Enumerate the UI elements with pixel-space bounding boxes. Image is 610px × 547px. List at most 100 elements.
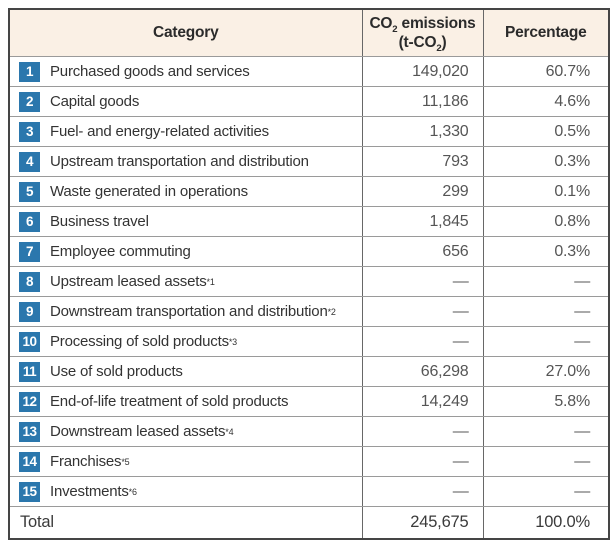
- percentage-value: 60.7%: [482, 56, 610, 87]
- emissions-value: —: [361, 266, 484, 297]
- category-number-badge: 13: [19, 421, 40, 442]
- emissions-header-line2: (t-CO2): [398, 34, 447, 55]
- category-cell: 8 Upstream leased assets *1: [8, 266, 363, 297]
- table-row: 7 Employee commuting 656 0.3%: [8, 236, 610, 267]
- percentage-value: 0.8%: [482, 206, 610, 237]
- category-cell: 12 End-of-life treatment of sold products: [8, 386, 363, 417]
- emissions-value: 1,845: [361, 206, 484, 237]
- category-number-badge: 4: [19, 151, 40, 172]
- percentage-value: 0.5%: [482, 116, 610, 147]
- table-footer: Total 245,675 100.0%: [8, 506, 610, 540]
- table-header: Category CO2 emissions (t-CO2) Percentag…: [8, 8, 610, 57]
- category-label: End-of-life treatment of sold products: [50, 393, 289, 410]
- category-number-badge: 12: [19, 391, 40, 412]
- percentage-value: —: [482, 326, 610, 357]
- category-cell-inner: 5 Waste generated in operations: [10, 181, 362, 202]
- category-cell-inner: 9 Downstream transportation and distribut…: [10, 301, 362, 322]
- category-cell-inner: 14 Franchises *5: [10, 451, 362, 472]
- emissions-value: 11,186: [361, 86, 484, 117]
- emissions-value: 14,249: [361, 386, 484, 417]
- percentage-value: —: [482, 266, 610, 297]
- category-cell: 1 Purchased goods and services: [8, 56, 363, 87]
- emissions-table: Category CO2 emissions (t-CO2) Percentag…: [8, 8, 610, 540]
- category-label: Waste generated in operations: [50, 183, 248, 200]
- category-number-badge: 11: [19, 361, 40, 382]
- category-label: Upstream leased assets: [50, 273, 207, 290]
- category-number-badge: 3: [19, 121, 40, 142]
- category-label: Employee commuting: [50, 243, 191, 260]
- category-cell: 5 Waste generated in operations: [8, 176, 363, 207]
- category-label: Investments: [50, 483, 129, 500]
- table-row: 8 Upstream leased assets *1— —: [8, 266, 610, 297]
- percentage-value: 27.0%: [482, 356, 610, 387]
- category-cell: 3 Fuel- and energy-related activities: [8, 116, 363, 147]
- category-cell-inner: 13 Downstream leased assets *4: [10, 421, 362, 442]
- table-row: 12 End-of-life treatment of sold products…: [8, 386, 610, 417]
- category-cell: 13 Downstream leased assets *4: [8, 416, 363, 447]
- category-cell-inner: 2 Capital goods: [10, 91, 362, 112]
- category-cell-inner: 7 Employee commuting: [10, 241, 362, 262]
- category-label: Fuel- and energy-related activities: [50, 123, 269, 140]
- category-number-badge: 9: [19, 301, 40, 322]
- category-label: Capital goods: [50, 93, 140, 110]
- emissions-header-line1: CO2 emissions: [369, 14, 476, 35]
- percentage-value: —: [482, 416, 610, 447]
- emissions-value: —: [361, 476, 484, 507]
- emissions-value: —: [361, 416, 484, 447]
- category-number-badge: 14: [19, 451, 40, 472]
- table-row: 14 Franchises *5— —: [8, 446, 610, 477]
- table-row: 11 Use of sold products 66,298 27.0%: [8, 356, 610, 387]
- col-header-category: Category: [8, 8, 363, 57]
- percentage-value: 5.8%: [482, 386, 610, 417]
- category-cell: 4 Upstream transportation and distributio…: [8, 146, 363, 177]
- category-cell: 14 Franchises *5: [8, 446, 363, 477]
- col-header-emissions: CO2 emissions (t-CO2): [361, 8, 484, 57]
- category-cell-inner: 1 Purchased goods and services: [10, 61, 362, 82]
- emissions-value: —: [361, 296, 484, 327]
- table-row: 10 Processing of sold products *3— —: [8, 326, 610, 357]
- total-label: Total: [8, 506, 363, 540]
- emissions-value: 149,020: [361, 56, 484, 87]
- category-cell: 11 Use of sold products: [8, 356, 363, 387]
- category-label: Upstream transportation and distribution: [50, 153, 309, 170]
- category-label: Processing of sold products: [50, 333, 229, 350]
- category-cell: 10 Processing of sold products *3: [8, 326, 363, 357]
- category-cell-inner: 4 Upstream transportation and distributio…: [10, 151, 362, 172]
- percentage-value: 4.6%: [482, 86, 610, 117]
- category-cell-inner: 8 Upstream leased assets *1: [10, 271, 362, 292]
- category-number-badge: 8: [19, 271, 40, 292]
- header-row: Category CO2 emissions (t-CO2) Percentag…: [8, 8, 610, 57]
- total-percentage-value: 100.0%: [482, 506, 610, 540]
- table-body: 1 Purchased goods and services 149,020 60.7…: [8, 56, 610, 507]
- table-row: 15 Investments *6— —: [8, 476, 610, 507]
- category-label: Purchased goods and services: [50, 63, 250, 80]
- category-label: Use of sold products: [50, 363, 183, 380]
- category-number-badge: 7: [19, 241, 40, 262]
- table-row: 2 Capital goods 11,186 4.6%: [8, 86, 610, 117]
- category-number-badge: 6: [19, 211, 40, 232]
- category-label: Downstream transportation and distributi…: [50, 303, 328, 320]
- category-label: Franchises: [50, 453, 122, 470]
- percentage-value: —: [482, 296, 610, 327]
- col-header-percentage: Percentage: [482, 8, 610, 57]
- table-row: 4 Upstream transportation and distributio…: [8, 146, 610, 177]
- category-cell-inner: 6 Business travel: [10, 211, 362, 232]
- category-number-badge: 1: [19, 61, 40, 82]
- table-row: 1 Purchased goods and services 149,020 60.7…: [8, 56, 610, 87]
- emissions-value: —: [361, 326, 484, 357]
- percentage-value: —: [482, 446, 610, 477]
- percentage-value: 0.1%: [482, 176, 610, 207]
- category-number-badge: 5: [19, 181, 40, 202]
- category-cell: 7 Employee commuting: [8, 236, 363, 267]
- percentage-value: 0.3%: [482, 236, 610, 267]
- total-row: Total 245,675 100.0%: [8, 506, 610, 540]
- category-cell-inner: 11 Use of sold products: [10, 361, 362, 382]
- emissions-value: 299: [361, 176, 484, 207]
- category-cell: 6 Business travel: [8, 206, 363, 237]
- table-row: 13 Downstream leased assets *4— —: [8, 416, 610, 447]
- category-label: Downstream leased assets: [50, 423, 226, 440]
- category-cell-inner: 3 Fuel- and energy-related activities: [10, 121, 362, 142]
- category-number-badge: 15: [19, 481, 40, 502]
- emissions-value: 1,330: [361, 116, 484, 147]
